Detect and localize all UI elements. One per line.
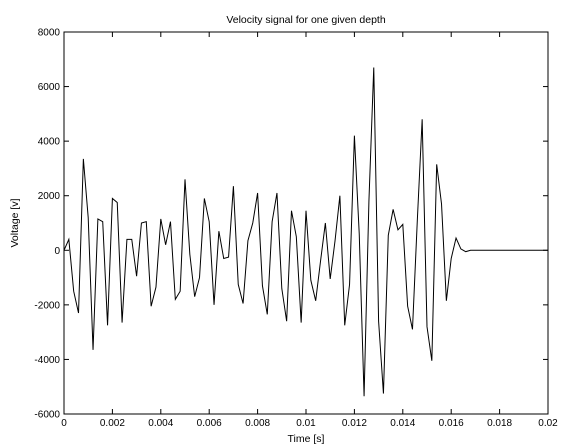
y-tick-label: -2000 [34,300,60,311]
x-tick-label: 0.02 [538,418,558,429]
y-axis-label: Voltage [v] [9,198,21,247]
y-tick-label: -4000 [34,355,60,366]
x-tick-label: 0.014 [390,418,415,429]
x-tick-label: 0.012 [342,418,367,429]
x-tick-label: 0.004 [148,418,173,429]
x-tick-label: 0.006 [197,418,222,429]
x-tick-label: 0.008 [245,418,270,429]
x-tick-label: 0.002 [100,418,125,429]
plot-area-frame [63,31,549,415]
tick-labels: 0 0.002 0.004 0.006 0.008 0.01 0.012 0.014 0.016… [34,28,558,430]
x-tick-label: 0.01 [296,418,316,429]
y-tick-label: 6000 [38,82,61,93]
y-tick-label: 2000 [38,191,61,202]
y-tick-label: 4000 [38,137,61,148]
chart-title: Velocity signal for one given depth [226,14,386,26]
y-tick-label: -6000 [34,410,60,421]
axis-ticks [63,31,549,415]
series-line-voltage [63,67,548,397]
y-tick-label: 0 [54,246,60,257]
x-tick-label: 0.018 [487,418,512,429]
x-tick-label: 0 [61,418,67,429]
y-tick-label: 8000 [38,28,61,39]
x-axis-label: Time [s] [288,433,325,445]
x-tick-label: 0.016 [439,418,464,429]
